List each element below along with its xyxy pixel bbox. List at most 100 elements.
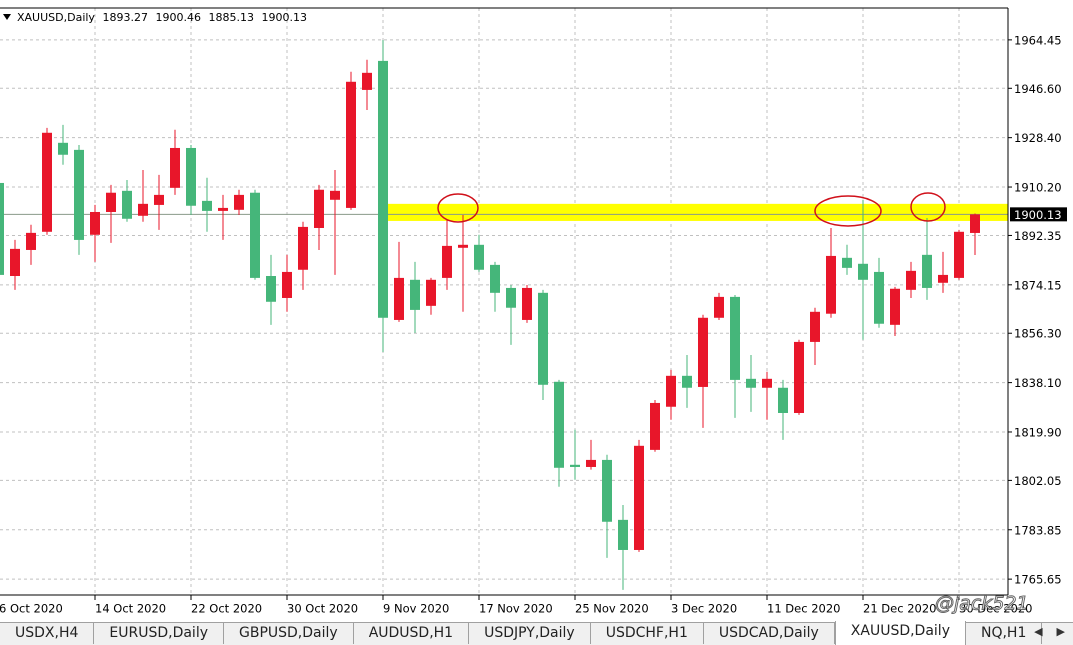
candle-body xyxy=(554,381,564,468)
price-label-box xyxy=(1010,207,1067,222)
candle-body xyxy=(202,200,212,211)
x-tick-label: 3 Dec 2020 xyxy=(671,602,737,616)
candle-body xyxy=(42,132,52,232)
candle-body xyxy=(922,254,932,288)
candle-body xyxy=(170,147,180,188)
candle-body xyxy=(666,375,676,407)
candle-body xyxy=(362,72,372,90)
candle-body xyxy=(826,255,836,314)
y-tick-label: 1910.20 xyxy=(1014,181,1062,195)
candle-body xyxy=(106,192,116,212)
header-open: 1893.27 xyxy=(102,11,148,24)
candle-body xyxy=(410,279,420,310)
y-tick-label: 1819.90 xyxy=(1014,425,1062,439)
candle-body xyxy=(330,190,340,200)
y-tick-label: 1783.85 xyxy=(1014,523,1062,537)
tab[interactable]: USDCHF,H1 xyxy=(591,623,704,644)
tab[interactable]: XAUUSD,Daily xyxy=(834,621,966,645)
x-tick-label: 21 Dec 2020 xyxy=(863,602,936,616)
x-tick-label: 9 Nov 2020 xyxy=(383,602,449,616)
candle-body xyxy=(442,245,452,278)
candle-body xyxy=(618,519,628,550)
chart-title: XAUUSD,Daily xyxy=(17,11,95,24)
candle-body xyxy=(458,244,468,248)
y-tick-label: 1946.60 xyxy=(1014,82,1062,96)
x-tick-label: 17 Nov 2020 xyxy=(479,602,553,616)
header-high: 1900.46 xyxy=(155,11,201,24)
annotation-ellipse xyxy=(910,192,946,222)
candle-body xyxy=(394,277,404,320)
candle-body xyxy=(298,226,308,270)
tab[interactable]: USDJPY,Daily xyxy=(469,623,591,644)
y-tick-label: 1765.65 xyxy=(1014,573,1062,587)
y-tick-label: 1856.30 xyxy=(1014,327,1062,341)
candle-body xyxy=(266,276,276,302)
tab-bar: USDX,H4 EURUSD,Daily GBPUSD,Daily AUDUSD,H1… xyxy=(0,621,1073,645)
candle-body xyxy=(762,378,772,388)
candle-body xyxy=(506,287,516,308)
y-tick-label: 1838.10 xyxy=(1014,376,1062,390)
candle-body xyxy=(682,375,692,388)
annotation-ellipse xyxy=(814,195,882,227)
candle-body xyxy=(586,459,596,467)
candles xyxy=(0,40,1008,590)
candle-body xyxy=(858,263,868,280)
tab[interactable]: USDX,H4 xyxy=(0,623,95,644)
tab[interactable]: EURUSD,Daily xyxy=(94,623,224,644)
candle-body xyxy=(634,445,644,550)
candle-body xyxy=(602,459,612,522)
candle-body xyxy=(490,264,500,293)
candle-body xyxy=(58,142,68,155)
header-arrow xyxy=(3,14,11,20)
chart-header: XAUUSD,Daily 1893.27 1900.46 1885.13 190… xyxy=(17,11,307,24)
candle-body xyxy=(650,402,660,450)
candle-body xyxy=(314,189,324,228)
candle-body xyxy=(90,211,100,235)
candle-body xyxy=(10,248,20,277)
candle-body xyxy=(250,192,260,278)
candle-body xyxy=(714,296,724,318)
candle-body xyxy=(938,274,948,283)
candle-body xyxy=(890,288,900,325)
grid xyxy=(0,8,1008,595)
candle-body xyxy=(154,194,164,205)
candle-body xyxy=(522,287,532,320)
candle-body xyxy=(842,257,852,268)
x-tick-label: 30 Oct 2020 xyxy=(287,602,358,616)
annotations xyxy=(437,192,946,227)
tab[interactable]: AUDUSD,H1 xyxy=(354,623,470,644)
annotation-ellipse xyxy=(437,193,479,223)
candle-body xyxy=(698,317,708,387)
tab-scroll-arrows[interactable]: ◀ ▶ xyxy=(1034,625,1065,638)
candle-body xyxy=(746,378,756,388)
x-tick-label: 14 Oct 2020 xyxy=(95,602,166,616)
candle-body xyxy=(346,81,356,208)
candle-body xyxy=(74,149,84,240)
x-tick-label: 11 Dec 2020 xyxy=(767,602,840,616)
candle-body xyxy=(570,464,580,467)
price-label: 1900.13 xyxy=(1014,208,1062,222)
tab[interactable]: GBPUSD,Daily xyxy=(224,623,354,644)
y-tick-label: 1892.35 xyxy=(1014,229,1062,243)
y-tick-label: 1802.05 xyxy=(1014,474,1062,488)
candle-body xyxy=(234,194,244,210)
header-low: 1885.13 xyxy=(208,11,254,24)
candle-body xyxy=(874,271,884,324)
zone-layer xyxy=(385,203,1008,221)
candle-body xyxy=(906,270,916,290)
axes: 1964.45 1946.60 1928.40 1910.20 1892.35 1874.… xyxy=(0,33,1067,616)
x-tick-label: 6 Oct 2020 xyxy=(0,602,63,616)
candle-body xyxy=(218,207,228,211)
y-tick-label: 1928.40 xyxy=(1014,131,1062,145)
candle-body xyxy=(282,271,292,298)
candle-body xyxy=(122,190,132,219)
candle-body xyxy=(426,279,436,306)
candle-body xyxy=(954,231,964,278)
watermark: @jack521 xyxy=(935,593,1029,615)
resistance-zone xyxy=(385,203,1008,221)
tab[interactable]: NQ,H1 xyxy=(966,623,1043,644)
header-close: 1900.13 xyxy=(261,11,307,24)
tab[interactable]: USDCAD,Daily xyxy=(704,623,835,644)
candle-body xyxy=(26,232,36,250)
chart: 1964.45 1946.60 1928.40 1910.20 1892.35 1874.… xyxy=(0,7,1067,616)
